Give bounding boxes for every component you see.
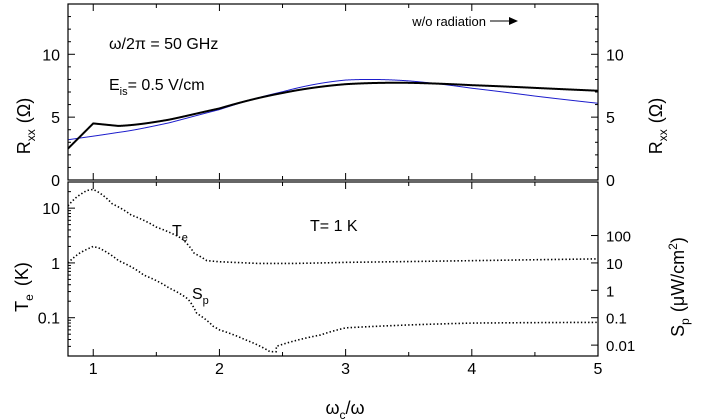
bottom-panel: 1 2 3 4 5 0.1 1 10 0.01 0.1 1 10 100 <box>38 181 635 378</box>
series-with-radiation-line <box>68 81 598 150</box>
wo-radiation-arrowhead <box>509 17 518 25</box>
field-annotation: Eis= 0.5 V/cm <box>109 77 205 98</box>
sp-curve-label: Sp <box>192 286 209 307</box>
top-ylabel-right: Rxx(Ω) <box>646 98 670 154</box>
bottom-y-tick-label-left: 1 <box>51 256 60 273</box>
bottom-y-tick-label-right: 0.01 <box>606 338 635 355</box>
temperature-annotation: T= 1 K <box>310 218 358 235</box>
bottom-y-tick-label-right: 0.1 <box>606 311 627 328</box>
bottom-frame <box>67 181 599 357</box>
bottom-ylabel-left: Te(K) <box>12 262 36 312</box>
x-tick-label: 4 <box>467 361 476 378</box>
bottom-y-tick-label-right: 100 <box>606 229 631 246</box>
bottom-y-tick-label-right: 1 <box>606 283 614 300</box>
series-sp-line <box>68 245 598 353</box>
top-y-tick-label-right: 10 <box>606 47 624 64</box>
top-y-tick-label-right: 0 <box>606 173 615 190</box>
series-te-line <box>68 188 598 265</box>
top-plot-area <box>68 78 598 150</box>
bottom-plot-area <box>68 188 598 353</box>
wo-radiation-label: w/o radiation <box>411 14 486 29</box>
bottom-y-tick-label-left: 10 <box>42 201 60 218</box>
bottom-y-tick-label-right: 10 <box>606 256 623 273</box>
x-tick-label: 3 <box>341 361 350 378</box>
top-y-tick-label-left: 10 <box>42 47 60 64</box>
series-wo-radiation-line <box>68 78 598 141</box>
top-panel: 0 0 5 5 10 10 <box>42 3 624 190</box>
bottom-y-tick-label-left: 0.1 <box>38 311 60 328</box>
top-y-tick-label-right: 5 <box>606 110 615 127</box>
top-ylabel-left: Rxx(Ω) <box>14 98 38 154</box>
x-tick-label: 1 <box>89 361 98 378</box>
top-y-tick-label-left: 0 <box>51 173 60 190</box>
top-y-tick-label-left: 5 <box>51 110 60 127</box>
bottom-ylabel-right: Sp(μW/cm2) <box>666 237 692 337</box>
frequency-annotation: ω/2π = 50 GHz <box>109 36 218 53</box>
x-tick-label: 5 <box>594 361 603 378</box>
te-curve-label: Te <box>172 223 188 244</box>
x-axis-label: ωc/ω <box>325 398 364 420</box>
x-tick-label: 2 <box>215 361 224 378</box>
